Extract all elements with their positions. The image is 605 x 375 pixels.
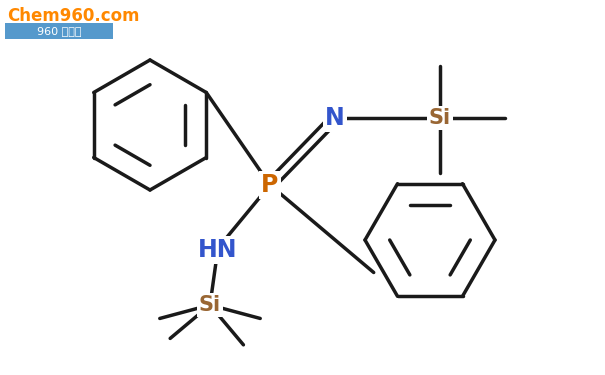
Text: 960 化工网: 960 化工网 [37, 26, 81, 36]
Text: Chem960.com: Chem960.com [7, 7, 140, 25]
Text: HN: HN [198, 238, 238, 262]
Text: Si: Si [429, 108, 451, 128]
Text: Si: Si [199, 295, 221, 315]
FancyBboxPatch shape [5, 23, 113, 39]
Text: P: P [261, 173, 279, 197]
Text: N: N [325, 106, 345, 130]
